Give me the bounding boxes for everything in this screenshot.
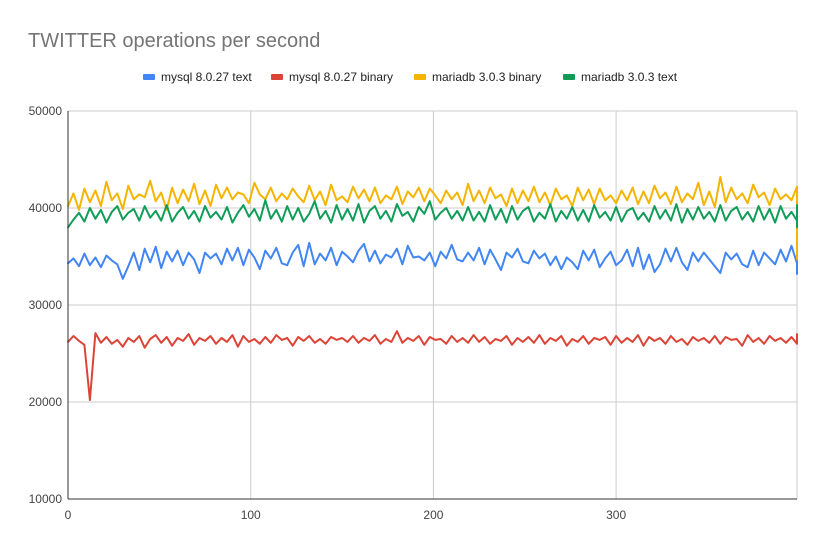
y-tick-label: 50000 <box>29 104 63 118</box>
axes <box>67 111 797 500</box>
legend-label: mysql 8.0.27 text <box>161 70 252 84</box>
series-line-4 <box>67 199 798 229</box>
series-line-1 <box>67 241 798 280</box>
legend-swatch <box>271 74 283 80</box>
legend-item: mysql 8.0.27 binary <box>271 70 393 84</box>
series-line-2 <box>67 330 798 402</box>
x-tick-label: 300 <box>606 508 626 522</box>
y-tick-label: 20000 <box>29 395 63 409</box>
x-tick-label: 200 <box>423 508 443 522</box>
series-line-3 <box>67 176 798 261</box>
legend-swatch <box>563 74 575 80</box>
y-tick-label: 10000 <box>29 492 63 506</box>
legend-label: mysql 8.0.27 binary <box>289 70 393 84</box>
legend-item: mariadb 3.0.3 binary <box>414 70 541 84</box>
legend-label: mariadb 3.0.3 binary <box>432 70 541 84</box>
series-layer <box>67 176 798 402</box>
y-tick-label: 30000 <box>29 298 63 312</box>
x-tick-label: 0 <box>65 508 72 522</box>
legend-item: mysql 8.0.27 text <box>143 70 252 84</box>
legend-swatch <box>414 74 426 80</box>
legend-label: mariadb 3.0.3 text <box>581 70 678 84</box>
legend-item: mariadb 3.0.3 text <box>563 70 678 84</box>
chart-title: TWITTER operations per second <box>28 30 320 52</box>
legend: mysql 8.0.27 text mysql 8.0.27 binary mari… <box>143 70 678 84</box>
legend-swatch <box>143 74 155 80</box>
y-tick-label: 40000 <box>29 201 63 215</box>
tick-labels: 10000 20000 30000 40000 50000 0 100 200 300 <box>29 104 627 522</box>
x-tick-label: 100 <box>241 508 261 522</box>
